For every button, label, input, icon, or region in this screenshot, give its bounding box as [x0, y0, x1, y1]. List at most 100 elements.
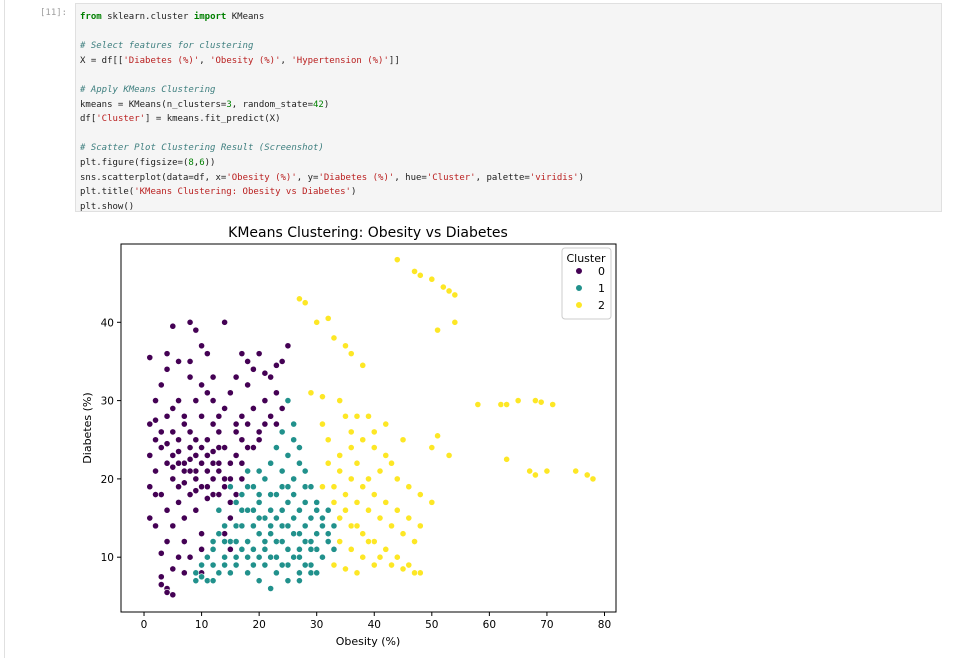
- data-point-cluster-0: [186, 491, 194, 498]
- data-point-cluster-2: [434, 432, 441, 440]
- data-point-cluster-1: [215, 506, 223, 514]
- data-point-cluster-2: [382, 420, 390, 428]
- data-point-cluster-1: [255, 498, 263, 506]
- data-point-cluster-0: [226, 459, 234, 467]
- data-point-cluster-2: [353, 522, 361, 530]
- data-point-cluster-0: [146, 354, 154, 361]
- data-point-cluster-0: [209, 373, 217, 381]
- legend-items: 0 1 2: [575, 265, 605, 312]
- data-point-cluster-0: [209, 397, 217, 404]
- data-point-cluster-0: [169, 322, 177, 330]
- data-point-cluster-2: [313, 318, 321, 326]
- data-point-cluster-2: [445, 287, 453, 295]
- code-editor[interactable]: from sklearn.cluster import KMeans # Sel…: [80, 10, 584, 214]
- data-point-cluster-0: [221, 444, 229, 451]
- code-cell-input[interactable]: from sklearn.cluster import KMeans # Sel…: [75, 3, 942, 212]
- data-point-cluster-1: [313, 530, 321, 538]
- data-point-cluster-1: [238, 545, 246, 553]
- y-tick-label: 20: [101, 474, 114, 486]
- data-point-cluster-0: [180, 459, 188, 467]
- code-token: plt.figure(figsize=(: [80, 157, 189, 168]
- data-point-cluster-1: [249, 483, 257, 491]
- y-tick-label: 40: [101, 317, 114, 329]
- x-tick-label: 80: [598, 619, 611, 631]
- execution-count-prompt: [11]:: [40, 8, 68, 18]
- data-point-cluster-1: [267, 553, 275, 561]
- data-point-cluster-0: [267, 412, 275, 420]
- data-point-cluster-0: [198, 459, 205, 467]
- data-point-cluster-0: [157, 444, 165, 451]
- data-point-cluster-1: [203, 577, 211, 585]
- data-point-cluster-1: [290, 475, 298, 483]
- data-point-cluster-0: [152, 491, 159, 498]
- code-line: plt.figure(figsize=(8,6)): [80, 156, 584, 171]
- data-point-cluster-2: [405, 561, 413, 569]
- code-token: 8: [188, 157, 194, 168]
- code-token: plt.title(: [80, 187, 135, 198]
- code-line: df['Cluster'] = kmeans.fit_predict(X): [80, 112, 584, 127]
- data-point-cluster-1: [284, 498, 292, 506]
- data-point-cluster-0: [163, 506, 171, 514]
- data-point-cluster-1: [249, 545, 257, 553]
- data-point-cluster-0: [157, 381, 165, 389]
- data-point-cluster-1: [244, 467, 252, 475]
- code-line: # Scatter Plot Clustering Result (Screen…: [80, 141, 584, 156]
- data-point-cluster-0: [221, 475, 229, 483]
- data-point-cluster-0: [152, 397, 159, 404]
- data-point-cluster-2: [428, 498, 436, 506]
- code-token: from: [80, 12, 102, 22]
- data-point-cluster-1: [324, 530, 332, 538]
- data-point-cluster-1: [244, 483, 252, 491]
- data-point-cluster-2: [405, 483, 413, 491]
- data-point-cluster-0: [209, 475, 217, 483]
- data-point-cluster-1: [261, 514, 269, 522]
- legend-label: 0: [598, 265, 605, 278]
- data-point-cluster-1: [267, 585, 275, 592]
- data-point-cluster-2: [382, 452, 390, 459]
- data-point-cluster-0: [203, 436, 211, 444]
- data-point-cluster-0: [215, 467, 223, 475]
- data-point-cluster-1: [255, 491, 263, 498]
- data-point-cluster-0: [186, 318, 194, 326]
- data-point-cluster-1: [215, 530, 223, 538]
- x-tick-label: 50: [425, 619, 438, 631]
- data-point-cluster-2: [411, 538, 418, 545]
- data-point-cluster-1: [301, 538, 309, 545]
- data-point-cluster-0: [175, 397, 182, 404]
- data-point-cluster-0: [261, 420, 269, 428]
- code-token: )): [204, 157, 216, 168]
- data-point-cluster-0: [169, 405, 177, 412]
- code-token: 'KMeans Clustering: Obesity vs Diabetes': [134, 187, 351, 198]
- data-point-cluster-0: [163, 459, 171, 467]
- data-point-cluster-2: [342, 506, 349, 514]
- data-point-cluster-2: [370, 491, 378, 498]
- data-point-cluster-1: [313, 569, 321, 577]
- x-tick-label: 40: [368, 619, 381, 631]
- data-point-cluster-2: [336, 452, 344, 459]
- data-point-cluster-1: [221, 561, 229, 569]
- data-point-cluster-2: [347, 444, 355, 451]
- data-point-cluster-1: [273, 444, 280, 451]
- data-point-cluster-0: [152, 522, 159, 530]
- data-point-cluster-1: [255, 514, 263, 522]
- data-point-cluster-1: [296, 459, 303, 467]
- data-point-cluster-2: [416, 491, 424, 498]
- code-token: import: [193, 12, 227, 22]
- data-point-cluster-2: [336, 538, 344, 545]
- data-point-cluster-2: [393, 506, 401, 514]
- data-point-cluster-0: [238, 436, 246, 444]
- data-point-cluster-2: [319, 393, 326, 401]
- data-point-cluster-0: [175, 553, 182, 561]
- data-point-cluster-2: [503, 401, 511, 408]
- data-point-cluster-0: [169, 463, 177, 471]
- data-point-cluster-2: [342, 342, 349, 350]
- data-point-cluster-1: [249, 522, 257, 530]
- x-tick-label: 60: [483, 619, 496, 631]
- code-token: 'Obesity (%)': [210, 55, 281, 66]
- data-point-cluster-1: [203, 553, 211, 561]
- data-point-cluster-2: [365, 506, 372, 514]
- data-point-cluster-1: [221, 553, 229, 561]
- data-point-cluster-1: [290, 553, 298, 561]
- data-point-cluster-2: [353, 412, 361, 420]
- data-point-cluster-0: [203, 495, 211, 502]
